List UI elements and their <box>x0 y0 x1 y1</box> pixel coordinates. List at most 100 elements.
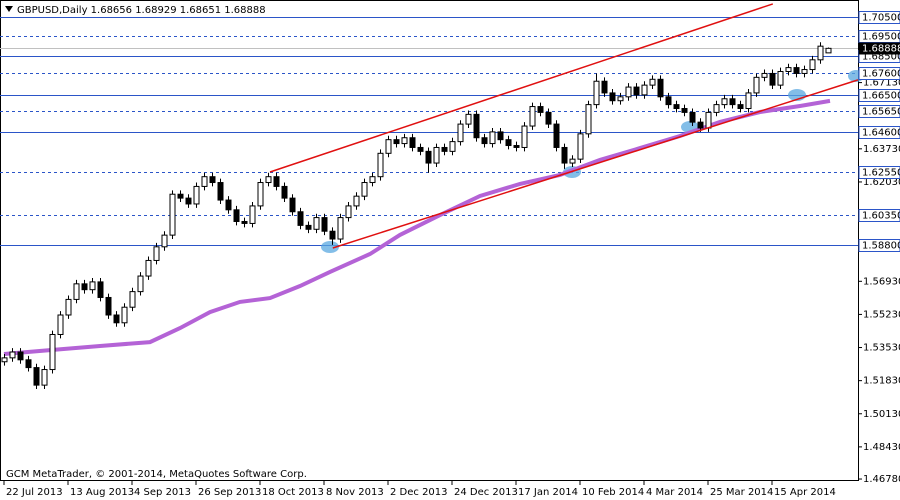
candle-body <box>337 217 344 240</box>
candle-body <box>601 80 608 94</box>
candle-body <box>697 121 704 129</box>
candle-body <box>809 59 816 71</box>
candle-body <box>609 92 616 102</box>
trend-line <box>269 3 774 173</box>
level-label: 1.68500 <box>862 52 900 63</box>
candle-body <box>113 314 120 324</box>
plot-frame <box>0 0 859 481</box>
candle-body <box>785 67 792 72</box>
candle-body <box>545 111 552 125</box>
candle-body <box>385 139 392 154</box>
candle-body <box>569 158 576 164</box>
candle-body <box>289 197 296 213</box>
level-label: 1.69500 <box>862 32 900 43</box>
candle-body <box>681 108 688 113</box>
candle-body <box>97 281 104 298</box>
candle-body <box>329 230 336 240</box>
candle-body <box>121 306 128 324</box>
candle-body <box>449 141 456 152</box>
candle-body <box>9 351 16 359</box>
candle-body <box>817 45 824 61</box>
candle-body <box>753 76 760 94</box>
candle-body <box>345 205 352 219</box>
candle-body <box>825 47 832 54</box>
x-tick-label: 13 Aug 2013 <box>70 487 134 498</box>
candle-body <box>33 367 40 386</box>
candle-body <box>577 133 584 160</box>
candle-body <box>617 96 624 102</box>
marks <box>1 3 859 390</box>
y-tick-label: 1.56930 <box>863 276 900 287</box>
candle-body <box>193 185 200 205</box>
level-label-box <box>858 105 900 118</box>
candle-body <box>489 131 496 145</box>
level-label: 1.65650 <box>862 107 900 118</box>
candle-body <box>153 246 160 261</box>
candle-body <box>649 78 656 86</box>
candle-body <box>633 86 640 96</box>
highlight <box>321 241 339 253</box>
candle-body <box>625 86 632 98</box>
candle-body <box>641 84 648 96</box>
y-tick-label: 1.50130 <box>863 409 900 420</box>
x-tick-label: 15 Apr 2014 <box>774 487 836 498</box>
level-label-box <box>858 239 900 252</box>
candle-body <box>433 146 440 164</box>
candle-body <box>513 145 520 148</box>
candle-body <box>713 104 720 113</box>
candle-body <box>361 182 368 197</box>
candle-body <box>73 283 80 300</box>
level-label-box <box>858 166 900 179</box>
x-tick-label: 22 Jul 2013 <box>6 487 63 498</box>
candle-body <box>801 69 808 74</box>
candle-body <box>593 80 600 106</box>
candle-body <box>57 314 64 335</box>
level-label: 1.58800 <box>862 241 900 252</box>
candle-body <box>249 205 256 224</box>
y-tick-label: 1.46780 <box>863 474 900 485</box>
candle-body <box>1 357 8 363</box>
candle-body <box>65 298 72 316</box>
y-tick-label: 1.62030 <box>863 177 900 188</box>
level-label: 1.60350 <box>862 211 900 222</box>
candle-body <box>353 195 360 207</box>
footer: GCM MetaTrader, © 2001-2014, MetaQuotes … <box>6 469 307 480</box>
candle-body <box>313 217 320 230</box>
candle-body <box>257 182 264 207</box>
candle-body <box>529 106 536 127</box>
candle-body <box>537 106 544 113</box>
y-tick-label: 1.48430 <box>863 442 900 453</box>
candle-body <box>729 98 736 106</box>
candle-body <box>425 150 432 164</box>
candle-body <box>441 146 448 152</box>
candle-body <box>185 197 192 205</box>
y-tick-label: 1.55230 <box>863 309 900 320</box>
candle-body <box>265 176 272 184</box>
level-label-box <box>858 89 900 102</box>
candle-body <box>209 176 216 184</box>
candle-body <box>217 182 224 201</box>
candle-body <box>105 296 112 316</box>
candle-body <box>81 283 88 291</box>
candle-body <box>673 104 680 110</box>
candle-body <box>177 193 184 199</box>
level-label-box <box>858 209 900 222</box>
candle-body <box>225 199 232 211</box>
chart-title: GBPUSD,Daily 1.68656 1.68929 1.68651 1.6… <box>17 5 266 16</box>
candle-body <box>169 193 176 236</box>
candle-body <box>521 125 528 148</box>
candle-body <box>137 275 144 293</box>
candle-body <box>281 185 288 199</box>
candle-body <box>241 220 248 224</box>
level-label-box <box>858 67 900 80</box>
candle-body <box>145 259 152 277</box>
candle-body <box>129 291 136 308</box>
candle-body <box>25 359 32 369</box>
level-label: 1.66500 <box>862 91 900 102</box>
candle-body <box>417 146 424 152</box>
candle-body <box>233 209 240 222</box>
candle-body <box>553 123 560 148</box>
candle-body <box>473 113 480 139</box>
candle-body <box>505 139 512 147</box>
